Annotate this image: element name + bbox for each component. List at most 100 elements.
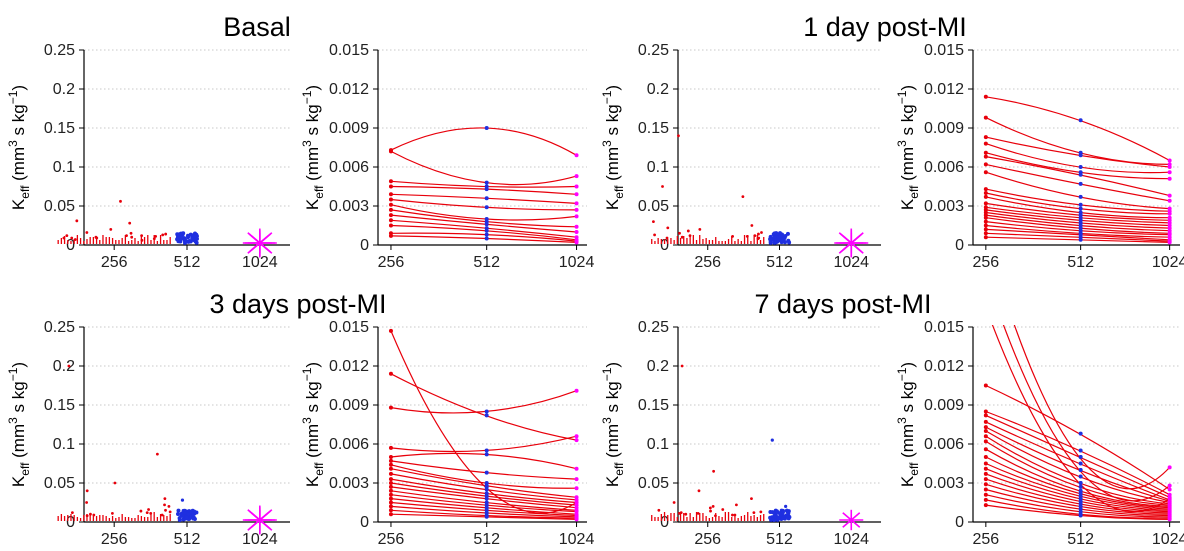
data-point-256: [680, 235, 684, 239]
data-point-256: [684, 512, 688, 516]
y-tick-label: 0.25: [44, 42, 75, 59]
x-tick-label: 256: [972, 254, 999, 271]
y-tick-label: 0.015: [924, 319, 964, 336]
point-1024: [1167, 483, 1172, 488]
data-point-256: [733, 513, 737, 517]
data-point-256: [653, 233, 656, 237]
data-point-512: [776, 515, 781, 520]
series-line: [985, 96, 1170, 162]
data-point-256: [750, 497, 753, 500]
y-tick-label: 0.006: [924, 436, 964, 453]
point-512: [1078, 448, 1083, 453]
point-256: [388, 405, 393, 410]
data-point-256: [164, 232, 168, 236]
point-256: [983, 425, 988, 430]
y-tick-label: 0.25: [638, 319, 669, 336]
point-1024: [574, 477, 579, 482]
y-axis-label-part: K: [898, 198, 917, 210]
data-point-256: [712, 469, 716, 473]
point-256: [388, 484, 393, 489]
x-tick-label: 1024: [559, 254, 595, 271]
y-tick-label: 0.003: [329, 198, 369, 215]
y-axis-label-part: K: [303, 198, 322, 210]
point-1024: [574, 466, 579, 471]
y-tick-label: 0.1: [647, 436, 669, 453]
y-axis-label-part: eff: [612, 462, 626, 476]
point-256: [983, 413, 988, 418]
point-1024: [1167, 240, 1172, 245]
y-tick-label: 0.2: [647, 81, 669, 98]
y-axis-label: Keff (mm3 s kg−1): [895, 362, 921, 487]
point-1024: [574, 224, 579, 229]
y-axis-label: Keff (mm3 s kg−1): [6, 85, 32, 210]
data-point-256: [152, 237, 156, 241]
point-256: [983, 492, 988, 497]
point-256: [388, 496, 393, 501]
y-tick-label: 0.015: [329, 42, 369, 59]
point-512: [1078, 118, 1083, 123]
point-512: [484, 470, 489, 475]
y-axis-label-part: (mm: [898, 147, 917, 186]
data-point-512: [773, 237, 778, 242]
data-point-256: [73, 238, 77, 241]
point-256: [388, 504, 393, 509]
point-1024: [574, 184, 579, 189]
point-256: [983, 497, 988, 502]
y-axis-label-part: −1: [600, 367, 614, 381]
data-point-256: [731, 513, 734, 517]
data-point-512: [191, 238, 195, 242]
y-axis-label-part: −1: [300, 90, 314, 104]
point-1024: [574, 214, 579, 219]
point-256: [983, 447, 988, 452]
point-1024: [574, 174, 579, 179]
y-tick-label: 0.012: [924, 81, 964, 98]
point-256: [983, 141, 988, 146]
y-axis-label-part: 3: [600, 140, 614, 147]
point-256: [388, 458, 393, 463]
y-axis-label-part: eff: [312, 462, 326, 476]
y-tick-label: 0.15: [638, 397, 669, 414]
series-group: [983, 94, 1172, 245]
y-axis-label-part: −1: [600, 90, 614, 104]
point-256: [388, 492, 393, 497]
point-256: [983, 487, 988, 492]
y-tick-label: 0.2: [647, 358, 669, 375]
point-1024: [1167, 198, 1172, 203]
point-512: [484, 205, 489, 210]
data-point-512: [784, 504, 788, 508]
point-256: [983, 482, 988, 487]
point-1024: [1167, 193, 1172, 198]
y-axis-label-part: eff: [907, 462, 921, 476]
y-axis-label-part: 3: [300, 140, 314, 147]
data-point-256: [756, 237, 760, 241]
y-tick-label: 0.2: [53, 358, 75, 375]
panel-title: 1 day post-MI: [803, 12, 967, 42]
y-tick-label: 0.006: [924, 159, 964, 176]
y-tick-label: 0.05: [44, 198, 75, 215]
data-point-256: [89, 512, 92, 516]
y-axis-label: Keff (mm3 s kg−1): [600, 85, 626, 210]
y-axis-label-part: 3: [895, 140, 909, 147]
data-point-256: [680, 364, 684, 368]
point-256: [388, 455, 393, 459]
point-512: [484, 180, 489, 185]
y-axis-label-part: 3: [895, 417, 909, 424]
y-tick-label: 0.015: [329, 319, 369, 336]
y-axis-label-part: s kg: [303, 381, 322, 417]
y-tick-label: 0.015: [924, 42, 964, 59]
point-1024: [574, 230, 579, 234]
y-axis-label: Keff (mm3 s kg−1): [6, 362, 32, 487]
data-point-512: [183, 511, 187, 515]
y-tick-label: 0.1: [53, 436, 75, 453]
y-axis-label: Keff (mm3 s kg−1): [600, 362, 626, 487]
series-line: [390, 214, 577, 233]
point-256: [983, 477, 988, 482]
y-axis-label-part: −1: [895, 367, 909, 381]
data-point-512: [768, 515, 773, 520]
point-512: [484, 228, 489, 233]
point-256: [983, 466, 988, 471]
data-point-256: [657, 508, 661, 512]
panel-title: 3 days post-MI: [209, 289, 386, 319]
point-512: [1078, 181, 1083, 186]
